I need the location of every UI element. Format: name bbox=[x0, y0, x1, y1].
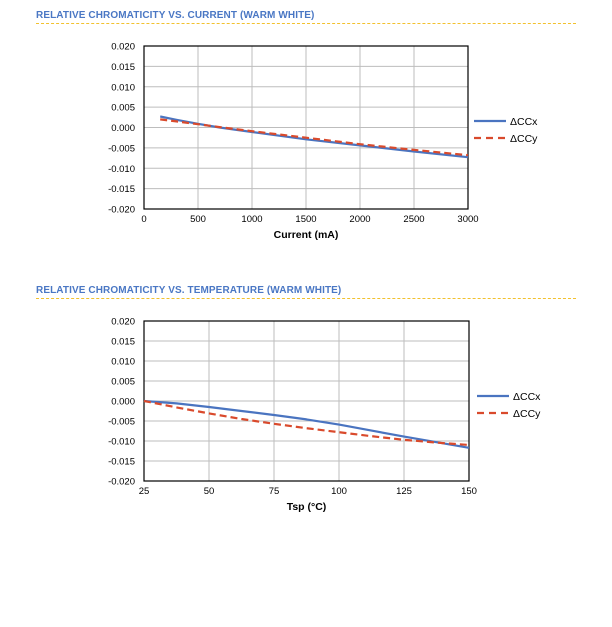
x-tick-label: 2000 bbox=[349, 214, 370, 225]
x-tick-label: 25 bbox=[139, 486, 150, 497]
y-tick-label: 0.000 bbox=[111, 123, 135, 134]
y-tick-label: -0.010 bbox=[108, 437, 135, 448]
x-axis-label: Current (mA) bbox=[274, 229, 339, 241]
y-tick-label: 0.020 bbox=[111, 317, 135, 328]
y-tick-label: -0.020 bbox=[108, 477, 135, 488]
series-line-ccy bbox=[160, 118, 469, 157]
y-tick-label: 0.015 bbox=[111, 62, 135, 73]
y-tick-label: -0.010 bbox=[108, 164, 135, 175]
y-tick-label: 0.015 bbox=[111, 337, 135, 348]
y-tick-label: -0.015 bbox=[108, 457, 135, 468]
chart-1-title: RELATIVE CHROMATICITY VS. CURRENT (WARM … bbox=[36, 10, 315, 21]
series-line-ccx bbox=[143, 399, 470, 449]
x-tick-label: 125 bbox=[396, 486, 412, 497]
legend-label-ccx: ΔCCx bbox=[513, 391, 541, 403]
y-tick-label: -0.005 bbox=[108, 417, 135, 428]
plot-frame bbox=[143, 45, 469, 210]
x-tick-label: 0 bbox=[141, 214, 146, 225]
x-tick-label: 75 bbox=[269, 486, 280, 497]
legend-label-ccy: ΔCCy bbox=[510, 133, 538, 145]
y-tick-label: 0.010 bbox=[111, 357, 135, 368]
x-tick-label: 1500 bbox=[295, 214, 316, 225]
y-tick-label: 0.005 bbox=[111, 377, 135, 388]
x-tick-label: 50 bbox=[204, 486, 215, 497]
current-chart: 0 500 1000 1500 2000 2500 3000 0.020 0.015 0.010 0… bbox=[108, 42, 538, 242]
legend-label-ccx: ΔCCx bbox=[510, 116, 538, 128]
series-line-ccy bbox=[143, 399, 470, 447]
y-tick-label: 0.020 bbox=[111, 42, 135, 53]
x-tick-label: 2500 bbox=[403, 214, 424, 225]
x-tick-label: 1000 bbox=[241, 214, 262, 225]
x-tick-label: 3000 bbox=[457, 214, 478, 225]
y-tick-label: -0.015 bbox=[108, 184, 135, 195]
y-tick-label: -0.020 bbox=[108, 205, 135, 216]
x-tick-label: 500 bbox=[190, 214, 206, 225]
chart-1-title-rule bbox=[36, 23, 576, 24]
legend-label-ccy: ΔCCy bbox=[513, 408, 541, 420]
temperature-chart: 25 50 75 100 125 150 0.020 0.015 0.010 0.005 0.000… bbox=[108, 317, 541, 514]
x-tick-label: 150 bbox=[461, 486, 477, 497]
chart-2-title-rule bbox=[36, 298, 576, 299]
chart-2-title: RELATIVE CHROMATICITY VS. TEMPERATURE (W… bbox=[36, 285, 342, 296]
y-tick-label: 0.000 bbox=[111, 397, 135, 408]
x-axis-label: Tsp (°C) bbox=[287, 501, 327, 513]
y-tick-label: 0.010 bbox=[111, 82, 135, 93]
y-tick-label: -0.005 bbox=[108, 143, 135, 154]
x-tick-label: 100 bbox=[331, 486, 347, 497]
y-tick-label: 0.005 bbox=[111, 103, 135, 114]
